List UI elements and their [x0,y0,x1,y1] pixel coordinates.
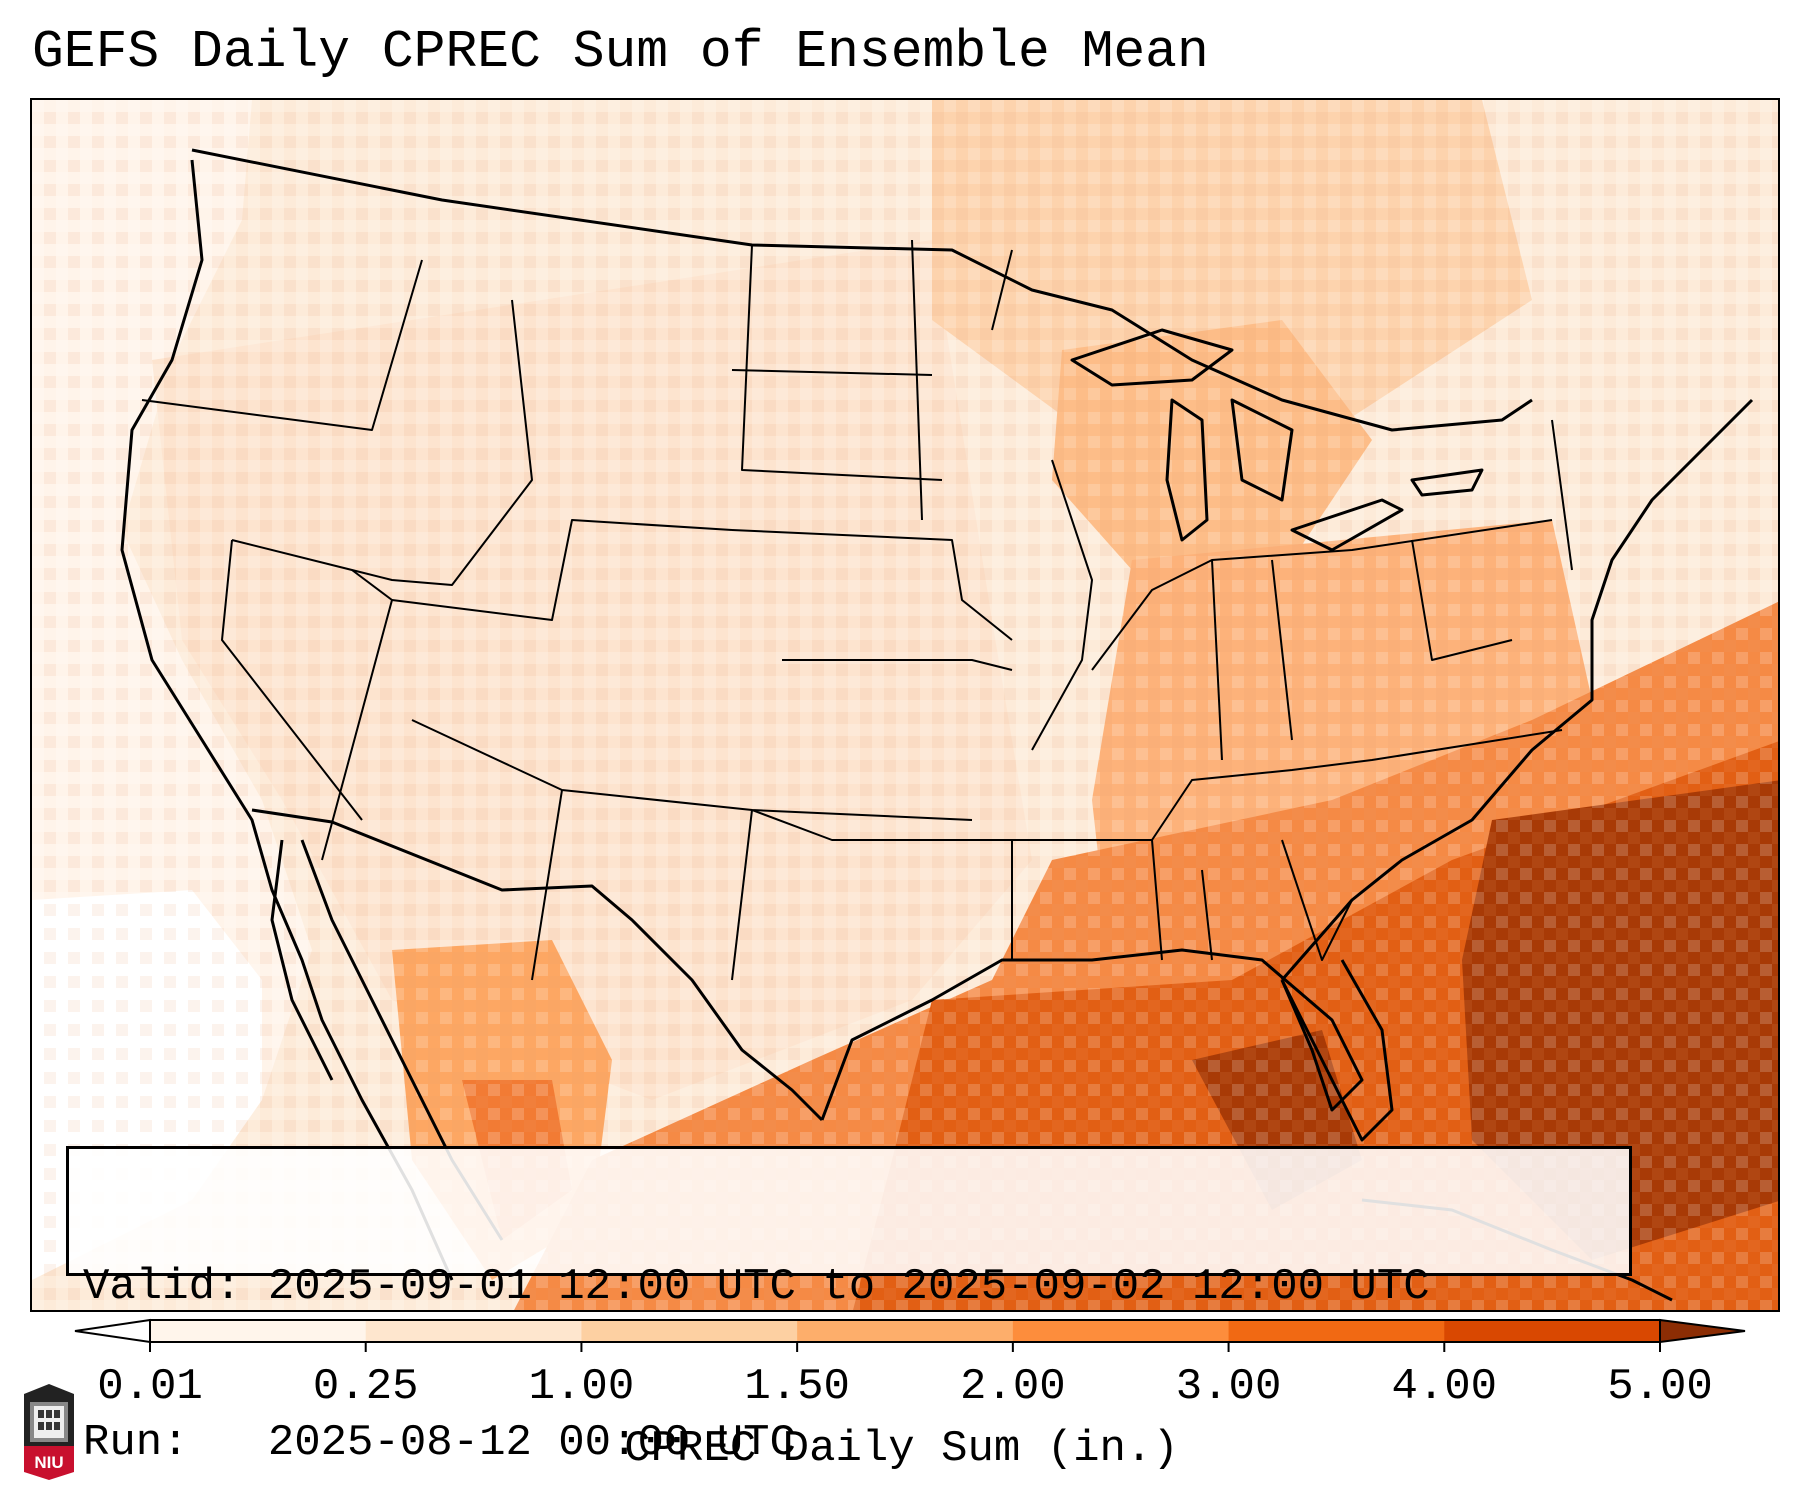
state-line [1411,539,1513,661]
lake-huron [1230,398,1294,502]
colorbar-segment [797,1320,1014,1342]
colorbar-tick-label: 3.00 [1175,1362,1282,1412]
colorbar-segments [74,1318,1746,1344]
state-line [991,249,1013,331]
east-coast [1280,398,1754,981]
lake-michigan [1165,398,1209,542]
colorbar-segment [581,1320,798,1342]
lake-superior [1070,328,1234,387]
state-line [1281,839,1353,961]
state-line [911,239,923,521]
colorbar-segment [1228,1320,1445,1342]
precip-texture [32,100,1778,1310]
valid-time-line: Valid: 2025-09-01 12:00 UTC to 2025-09-0… [83,1262,1430,1312]
state-line [751,809,1013,960]
lake-erie [1290,498,1404,552]
state-line [1201,869,1213,961]
state-line [141,259,423,431]
colorbar [74,1318,1746,1352]
state-line [1031,459,1093,751]
gulf-coast [820,948,1364,1121]
colorbar-tick-label: 5.00 [1607,1362,1713,1412]
colorbar-extend-high [1659,1318,1746,1344]
state-line [731,809,753,981]
colorbar-tick-label: 1.00 [528,1362,635,1412]
colorbar-label: CPREC Daily Sum (in.) [624,1424,1179,1474]
colorbar-extend-low [74,1318,151,1344]
state-line [782,659,1013,671]
west-coast [120,159,454,1281]
state-line [741,244,943,481]
state-line [391,519,733,621]
colorbar-tick-label: 4.00 [1391,1362,1498,1412]
colorbar-tick-label: 0.25 [312,1362,419,1412]
map-title: GEFS Daily CPREC Sum of Ensemble Mean [32,22,1209,82]
colorbar-tick-label: 2.00 [960,1362,1066,1412]
state-line [1551,419,1573,571]
info-box: Valid: 2025-09-01 12:00 UTC to 2025-09-0… [66,1146,1632,1468]
colorbar-segment [1444,1320,1661,1342]
state-line [411,719,973,821]
state-line [231,299,533,586]
colorbar-tick-label: 0.01 [97,1362,203,1412]
logo-text: NIU [34,1453,63,1472]
state-line [1211,559,1223,761]
colorbar-segment [365,1320,582,1342]
state-line [1271,559,1293,741]
colorbar-segment [150,1320,367,1342]
state-line [1151,729,1563,841]
run-time-line: Run: 2025-08-12 00:00 UTC [83,1418,796,1468]
florida [1280,959,1394,1142]
baja-peninsula [270,839,334,1081]
colorbar-ticks [149,1342,1661,1352]
precip-map-svg [32,100,1778,1310]
colorbar-tick-label: 1.50 [744,1362,850,1412]
colorbar-segment [1012,1320,1230,1342]
us-canada-border [191,148,1533,432]
colorbar-outline [149,1319,1661,1343]
state-borders [141,239,1573,981]
state-line [731,369,933,376]
borders [120,148,1754,1302]
state-line [731,529,1013,641]
lake-ontario [1410,468,1484,497]
state-line [221,539,363,821]
niu-logo-icon: NIU [24,1384,74,1480]
map-panel [30,98,1780,1312]
us-mexico-border [251,808,824,1122]
state-line [531,789,563,981]
